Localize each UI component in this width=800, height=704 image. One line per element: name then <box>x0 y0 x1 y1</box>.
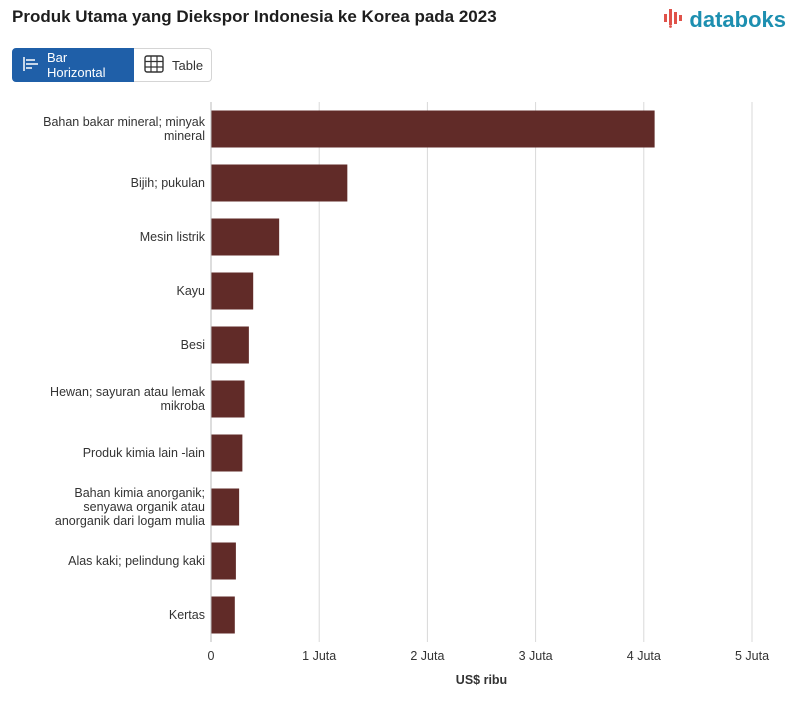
bar-horizontal-label: Bar Horizontal <box>47 50 106 80</box>
x-tick-label: 1 Juta <box>302 649 336 663</box>
x-tick-label: 3 Juta <box>519 649 553 663</box>
category-label: Alas kaki; pelindung kaki <box>68 554 205 568</box>
bar[interactable] <box>211 326 249 364</box>
bar[interactable] <box>211 542 236 580</box>
category-label: mineral <box>164 129 205 143</box>
category-label: Bijih; pukulan <box>131 176 205 190</box>
category-label: Produk kimia lain -lain <box>83 446 205 460</box>
brand-name: databoks <box>689 6 786 32</box>
table-button[interactable]: Table <box>134 48 212 82</box>
bar[interactable] <box>211 218 280 256</box>
bar-chart-icon <box>23 56 39 74</box>
category-label: Kertas <box>169 608 205 622</box>
chart-title: Produk Utama yang Diekspor Indonesia ke … <box>12 7 497 26</box>
x-tick-label: 2 Juta <box>410 649 444 663</box>
databoks-logo-icon <box>663 6 685 33</box>
x-tick-label: 5 Juta <box>735 649 769 663</box>
bar[interactable] <box>211 380 245 418</box>
bar[interactable] <box>211 164 348 202</box>
x-axis-title: US$ ribu <box>456 673 507 687</box>
table-icon <box>144 54 164 76</box>
category-label: anorganik dari logam mulia <box>55 514 205 528</box>
bar[interactable] <box>211 272 254 310</box>
category-label: Besi <box>181 338 205 352</box>
bar-horizontal-button[interactable]: Bar Horizontal <box>12 48 134 82</box>
bar[interactable] <box>211 110 655 148</box>
category-label: Kayu <box>177 284 206 298</box>
category-label: Bahan bakar mineral; minyak <box>43 115 206 129</box>
category-label: Bahan kimia anorganik; <box>74 486 205 500</box>
bar[interactable] <box>211 488 240 526</box>
brand-logo[interactable]: databoks <box>663 6 786 33</box>
view-toggle: Bar Horizontal Table <box>12 48 212 82</box>
category-label: Mesin listrik <box>140 230 206 244</box>
x-tick-label: 4 Juta <box>627 649 661 663</box>
bar[interactable] <box>211 434 243 472</box>
bar[interactable] <box>211 596 235 634</box>
category-label: Hewan; sayuran atau lemak <box>50 385 206 399</box>
table-label: Table <box>172 57 204 73</box>
category-label: mikroba <box>161 399 206 413</box>
category-label: senyawa organik atau <box>83 500 205 514</box>
x-tick-label: 0 <box>208 649 215 663</box>
